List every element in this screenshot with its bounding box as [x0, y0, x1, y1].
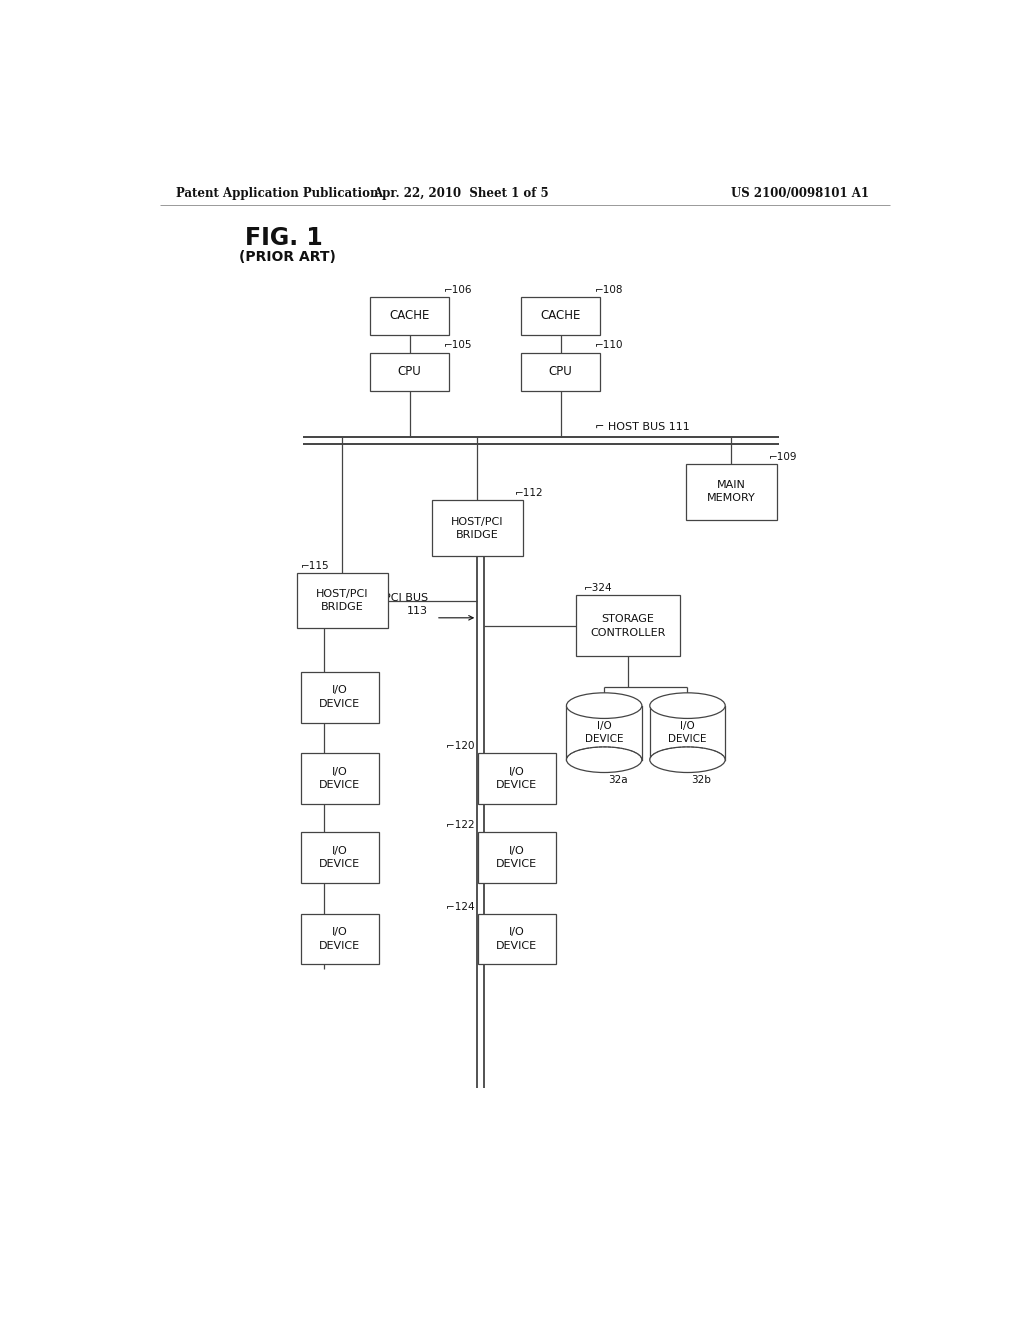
- Text: STORAGE
CONTROLLER: STORAGE CONTROLLER: [590, 614, 666, 638]
- Text: HOST/PCI
BRIDGE: HOST/PCI BRIDGE: [451, 516, 504, 540]
- Text: I/O
DEVICE: I/O DEVICE: [319, 846, 360, 870]
- Text: ⌐324: ⌐324: [585, 583, 613, 594]
- Text: CACHE: CACHE: [389, 309, 430, 322]
- Text: I/O
DEVICE: I/O DEVICE: [319, 928, 360, 950]
- Text: I/O
DEVICE: I/O DEVICE: [319, 685, 360, 709]
- Text: 32b: 32b: [691, 775, 712, 784]
- FancyBboxPatch shape: [478, 913, 556, 965]
- Text: I/O
DEVICE: I/O DEVICE: [669, 721, 707, 744]
- FancyBboxPatch shape: [478, 833, 556, 883]
- FancyBboxPatch shape: [521, 297, 600, 335]
- FancyBboxPatch shape: [478, 752, 556, 804]
- Text: HOST/PCI
BRIDGE: HOST/PCI BRIDGE: [316, 589, 369, 612]
- Text: I/O
DEVICE: I/O DEVICE: [497, 767, 538, 789]
- Ellipse shape: [566, 693, 642, 718]
- FancyBboxPatch shape: [370, 297, 450, 335]
- Text: (PRIOR ART): (PRIOR ART): [240, 249, 336, 264]
- FancyBboxPatch shape: [577, 595, 680, 656]
- FancyBboxPatch shape: [521, 352, 600, 391]
- Text: I/O
DEVICE: I/O DEVICE: [585, 721, 624, 744]
- Text: ⌐120: ⌐120: [446, 741, 478, 751]
- Ellipse shape: [650, 693, 725, 718]
- Text: I/O
DEVICE: I/O DEVICE: [497, 928, 538, 950]
- Text: MAIN
MEMORY: MAIN MEMORY: [707, 480, 756, 503]
- Text: 32a: 32a: [608, 775, 628, 784]
- Text: ⌐109: ⌐109: [769, 451, 798, 462]
- Text: ⌐115: ⌐115: [301, 561, 330, 570]
- FancyBboxPatch shape: [431, 500, 523, 556]
- Text: ⌐108: ⌐108: [595, 285, 624, 294]
- Text: CPU: CPU: [549, 366, 572, 379]
- FancyBboxPatch shape: [301, 672, 379, 722]
- FancyBboxPatch shape: [370, 352, 450, 391]
- Text: ⌐105: ⌐105: [443, 341, 472, 351]
- FancyBboxPatch shape: [297, 573, 388, 628]
- Text: CACHE: CACHE: [541, 309, 581, 322]
- Ellipse shape: [566, 747, 642, 772]
- Text: ⌐ HOST BUS 111: ⌐ HOST BUS 111: [595, 422, 689, 432]
- FancyBboxPatch shape: [685, 463, 777, 520]
- Text: I/O
DEVICE: I/O DEVICE: [319, 767, 360, 789]
- Text: PCI BUS
113: PCI BUS 113: [384, 594, 428, 616]
- Text: CPU: CPU: [398, 366, 422, 379]
- Text: ⌐124: ⌐124: [446, 902, 478, 912]
- Text: US 2100/0098101 A1: US 2100/0098101 A1: [731, 187, 869, 201]
- Text: Apr. 22, 2010  Sheet 1 of 5: Apr. 22, 2010 Sheet 1 of 5: [374, 187, 549, 201]
- FancyBboxPatch shape: [301, 833, 379, 883]
- FancyBboxPatch shape: [301, 752, 379, 804]
- Text: Patent Application Publication: Patent Application Publication: [176, 187, 378, 201]
- Text: I/O
DEVICE: I/O DEVICE: [497, 846, 538, 870]
- Ellipse shape: [650, 747, 725, 772]
- Text: ⌐122: ⌐122: [446, 820, 478, 830]
- Text: ⌐110: ⌐110: [595, 341, 624, 351]
- Text: ⌐112: ⌐112: [515, 488, 544, 499]
- Text: FIG. 1: FIG. 1: [246, 226, 324, 249]
- FancyBboxPatch shape: [301, 913, 379, 965]
- Text: ⌐106: ⌐106: [443, 285, 472, 294]
